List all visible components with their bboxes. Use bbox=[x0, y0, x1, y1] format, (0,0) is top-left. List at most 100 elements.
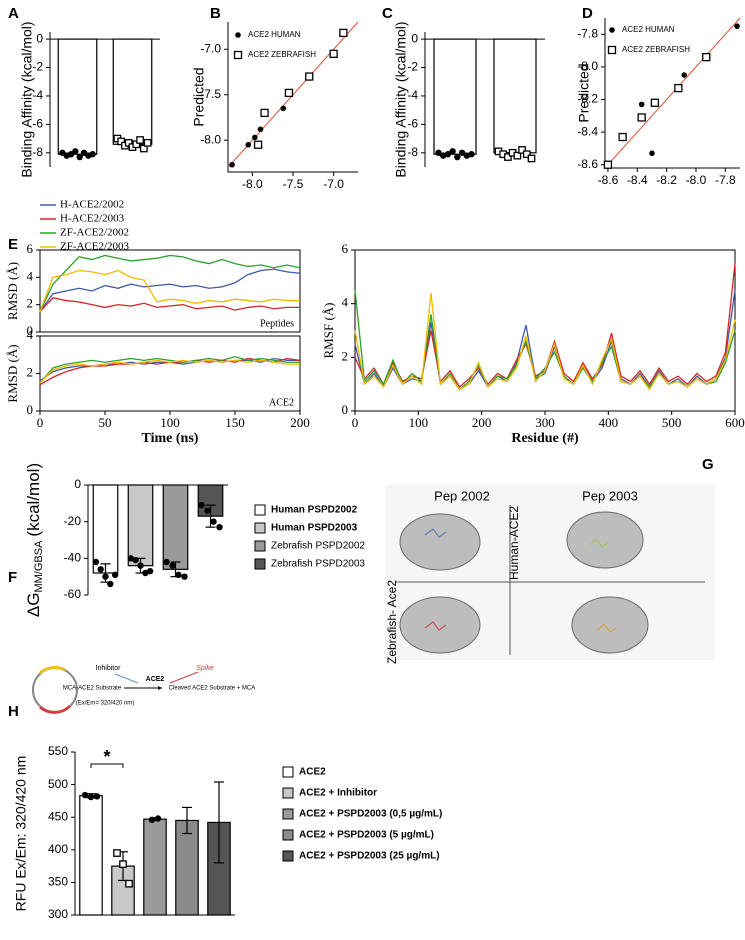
x-tick-label: 300 bbox=[535, 415, 555, 430]
data-point bbox=[504, 153, 512, 161]
bar bbox=[162, 484, 189, 570]
legend-label: ACE2 ZEBRAFISH bbox=[248, 50, 316, 59]
line-series bbox=[354, 292, 736, 391]
y-axis-label: Binding Affinity (kcal/mol) bbox=[393, 21, 409, 177]
data-point bbox=[72, 148, 79, 155]
x-axis-label: Time (ns) bbox=[142, 431, 199, 446]
protein bbox=[566, 511, 644, 569]
y-tick-label: -6 bbox=[407, 117, 418, 131]
y-tick-label: 6 bbox=[342, 241, 349, 256]
legend-label: Human PSPD2003 bbox=[271, 523, 358, 534]
data-point bbox=[81, 791, 89, 799]
peptide bbox=[424, 528, 447, 538]
legend-label: ACE2 + PSPD2003 (0,5 µg/mL) bbox=[299, 809, 442, 820]
bar bbox=[493, 38, 537, 154]
legend-label: ZF-ACE2/2003 bbox=[60, 241, 130, 253]
plasmid-segment bbox=[39, 665, 66, 675]
data-point bbox=[89, 151, 96, 158]
legend-label: ACE2 HUMAN bbox=[622, 25, 675, 34]
bar bbox=[175, 819, 199, 916]
data-point bbox=[143, 138, 152, 147]
y-tick-label: 300 bbox=[48, 907, 68, 921]
legend-swatch bbox=[282, 766, 294, 778]
data-point bbox=[527, 154, 536, 163]
data-point bbox=[119, 860, 127, 868]
y-axis-label: Predicted bbox=[191, 67, 207, 126]
data-point bbox=[210, 518, 217, 525]
y-axis-label-sub: MM/GBSA bbox=[33, 540, 45, 593]
line-series bbox=[39, 355, 300, 384]
legend-swatch bbox=[254, 522, 266, 534]
panel-label: G bbox=[702, 456, 714, 473]
legend-label: H-ACE2/2002 bbox=[60, 199, 124, 211]
legend-swatch bbox=[282, 808, 294, 820]
protein bbox=[571, 596, 649, 654]
y-tick-label: -2 bbox=[407, 60, 418, 74]
data-point bbox=[113, 849, 121, 857]
data-point bbox=[257, 126, 264, 133]
data-point bbox=[458, 149, 466, 156]
data-point bbox=[253, 140, 263, 149]
x-tick-label: -8.2 bbox=[656, 173, 677, 187]
protein bbox=[399, 596, 481, 654]
data-point bbox=[681, 72, 688, 78]
data-point bbox=[649, 150, 655, 157]
plasmid-segment bbox=[39, 704, 72, 714]
legend-swatch bbox=[254, 504, 266, 516]
data-point bbox=[638, 101, 645, 108]
x-axis-label: Residue (#) bbox=[511, 431, 579, 446]
y-tick-label: -7.5 bbox=[200, 87, 221, 101]
y-axis-label: RMSD (Å) bbox=[5, 262, 20, 320]
x-tick-label: 500 bbox=[662, 415, 682, 430]
panel-label: E bbox=[8, 236, 18, 253]
panel-label: C bbox=[382, 5, 393, 22]
annotation: ACE2 bbox=[269, 397, 294, 408]
bar bbox=[57, 38, 98, 155]
data-point bbox=[137, 562, 144, 569]
protein bbox=[399, 513, 481, 571]
bar bbox=[112, 38, 153, 145]
data-point bbox=[245, 141, 252, 148]
x-tick-label: -7.8 bbox=[715, 173, 736, 187]
line-series bbox=[39, 297, 300, 312]
plot-frame bbox=[354, 249, 736, 412]
x-tick-label: -8.0 bbox=[686, 173, 707, 187]
data-point bbox=[284, 88, 294, 98]
y-tick-label: -2 bbox=[32, 60, 43, 74]
y-tick-label: -7.8 bbox=[577, 26, 598, 40]
y-tick-label: 0 bbox=[36, 31, 43, 45]
legend-label: H-ACE2/2003 bbox=[60, 213, 125, 225]
y-tick-label: -8 bbox=[32, 145, 43, 159]
panel-g: G Pep 2002 Pep 2003 Human-ACE2 Zebrafish… bbox=[385, 456, 715, 664]
row-label: Human-ACE2 bbox=[507, 506, 521, 580]
significance-label: * bbox=[103, 747, 110, 767]
y-tick-label: 0 bbox=[411, 31, 418, 45]
y-tick-label: 350 bbox=[48, 875, 68, 889]
data-point bbox=[468, 151, 475, 158]
data-point bbox=[111, 571, 119, 579]
y-tick-label: -8.2 bbox=[577, 92, 598, 106]
data-point bbox=[702, 52, 711, 62]
x-tick-label: 50 bbox=[99, 415, 112, 430]
y-tick-label: 550 bbox=[48, 744, 68, 758]
y-tick-label: -4 bbox=[32, 88, 43, 102]
y-tick-label: 2 bbox=[27, 296, 34, 311]
y-axis-label: Predicted bbox=[576, 63, 592, 122]
arrow bbox=[169, 671, 199, 684]
arrow bbox=[114, 673, 139, 684]
y-tick-label: -8.0 bbox=[200, 132, 221, 146]
y-tick-label: 2 bbox=[342, 348, 349, 363]
data-point bbox=[132, 556, 139, 564]
data-point bbox=[169, 562, 176, 569]
data-point bbox=[204, 507, 211, 514]
x-tick-label: -8.0 bbox=[242, 177, 263, 191]
panel-label: A bbox=[8, 5, 19, 22]
legend-swatch bbox=[254, 540, 266, 552]
y-tick-label: -6 bbox=[32, 117, 43, 131]
data-point bbox=[449, 148, 456, 155]
bar bbox=[433, 38, 477, 155]
line-series bbox=[354, 290, 736, 391]
x-tick-label: 150 bbox=[225, 415, 245, 430]
data-point bbox=[734, 23, 740, 29]
